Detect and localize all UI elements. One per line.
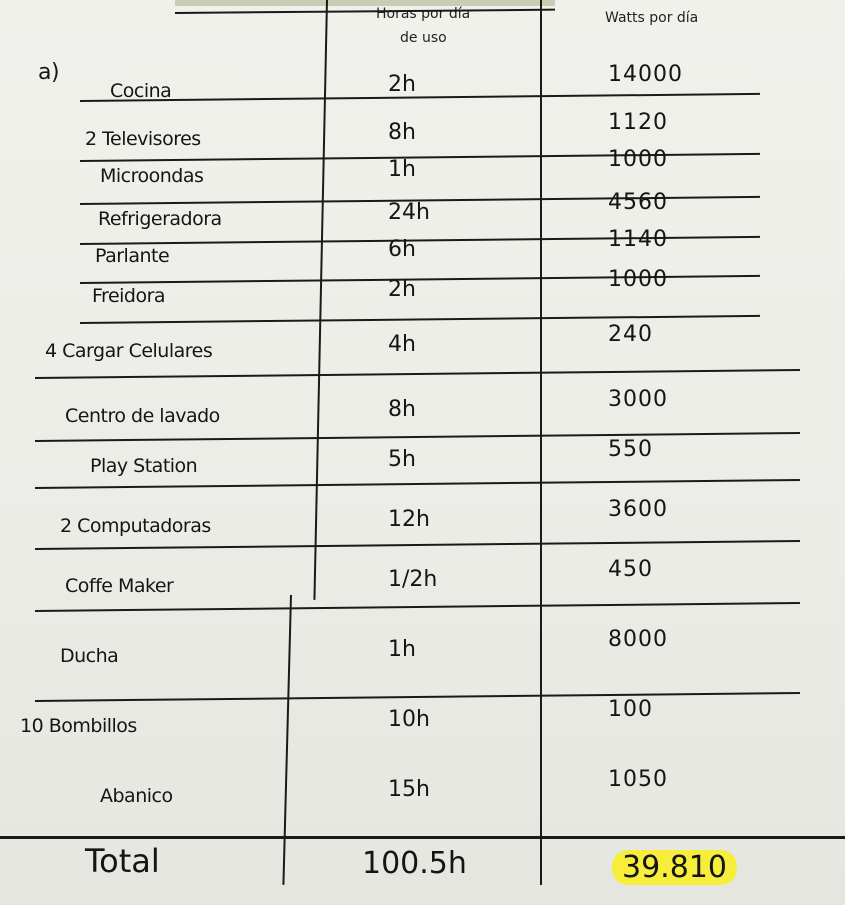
hours-per-day: 15h [388, 777, 430, 802]
watts-per-day: 1000 [608, 267, 668, 292]
total-hours: 100.5h [362, 846, 467, 881]
appliance-name: Ducha [60, 645, 119, 667]
watts-per-day: 3600 [608, 497, 668, 522]
header-hours: Horas por día [376, 6, 471, 22]
hours-per-day: 12h [388, 507, 430, 532]
total-watts-value: 39.810 [612, 850, 737, 885]
appliance-name: 2 Computadoras [60, 515, 211, 537]
hours-per-day: 5h [388, 447, 416, 472]
header-watts: Watts por día [605, 10, 699, 26]
watts-per-day: 1140 [608, 227, 668, 252]
hours-per-day: 4h [388, 332, 416, 357]
hours-per-day: 1h [388, 637, 416, 662]
watts-per-day: 450 [608, 557, 653, 582]
appliance-name: 4 Cargar Celulares [45, 340, 213, 362]
column-divider-2 [540, 0, 542, 885]
watts-per-day: 3000 [608, 387, 668, 412]
appliance-name: Microondas [100, 165, 204, 187]
appliance-name: Centro de lavado [65, 405, 220, 427]
appliance-name: 2 Televisores [85, 128, 201, 150]
watts-per-day: 1120 [608, 110, 668, 135]
hours-per-day: 2h [388, 72, 416, 97]
hours-per-day: 8h [388, 397, 416, 422]
hours-per-day: 8h [388, 120, 416, 145]
hours-per-day: 2h [388, 277, 416, 302]
appliance-name: Play Station [90, 455, 198, 477]
watts-per-day: 100 [608, 697, 653, 722]
section-label: a) [38, 60, 60, 85]
header-hours-line2: de uso [400, 30, 447, 46]
watts-per-day: 1000 [608, 147, 668, 172]
hours-per-day: 1/2h [388, 567, 438, 592]
hours-per-day: 6h [388, 237, 416, 262]
appliance-name: Coffe Maker [65, 575, 174, 597]
appliance-name: Refrigeradora [98, 208, 222, 230]
watts-per-day: 550 [608, 437, 653, 462]
appliance-name: Cocina [110, 80, 172, 102]
hours-per-day: 24h [388, 200, 430, 225]
watts-per-day: 240 [608, 322, 653, 347]
paper-edge [175, 0, 555, 6]
total-label: Total [85, 842, 160, 880]
total-line [0, 836, 845, 839]
appliance-name: Freidora [92, 285, 166, 307]
hours-per-day: 1h [388, 157, 416, 182]
watts-per-day: 14000 [608, 62, 683, 87]
watts-per-day: 4560 [608, 190, 668, 215]
watts-per-day: 1050 [608, 767, 668, 792]
appliance-name: Parlante [95, 245, 170, 267]
appliance-name: Abanico [100, 785, 173, 807]
total-watts: 39.810 [612, 850, 737, 885]
watts-per-day: 8000 [608, 627, 668, 652]
appliance-name: 10 Bombillos [20, 715, 137, 737]
hours-per-day: 10h [388, 707, 430, 732]
